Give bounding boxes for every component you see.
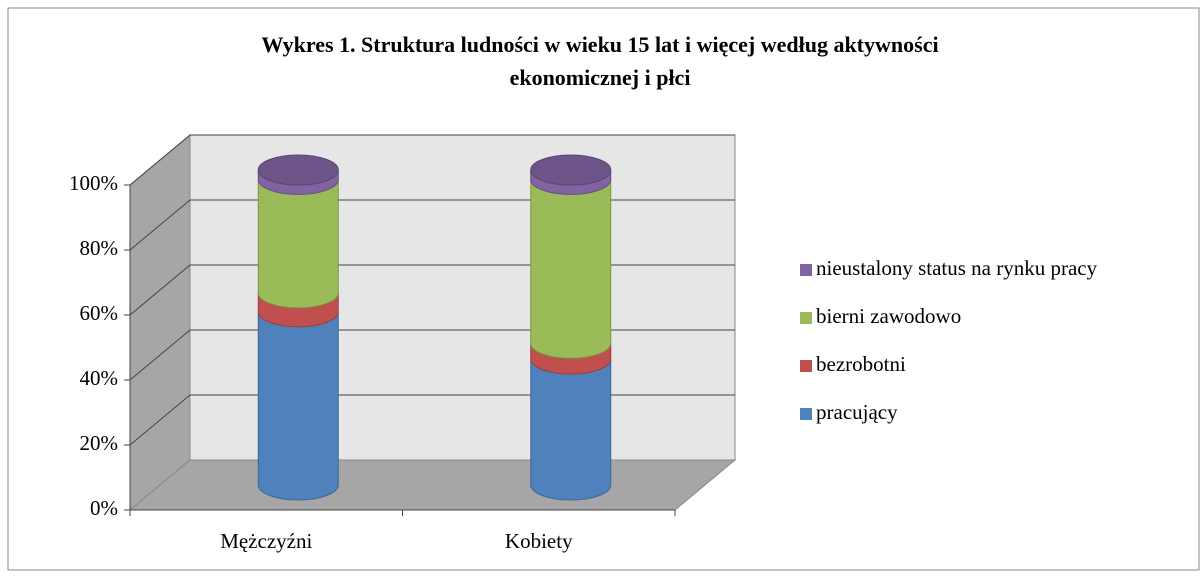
bar-segment <box>530 358 612 501</box>
legend-label: bezrobotni <box>816 352 906 376</box>
grid-line <box>129 134 191 186</box>
y-tick-label: 20% <box>80 431 119 455</box>
y-tick-label: 40% <box>80 366 119 390</box>
legend-swatch <box>800 360 812 372</box>
bar-cap <box>257 154 339 186</box>
legend-label: pracujący <box>816 400 898 424</box>
chart-title: Wykres 1. Struktura ludności w wieku 15 … <box>261 32 938 90</box>
legend-label: bierni zawodowo <box>816 304 961 328</box>
side-wall <box>129 133 191 512</box>
grid-line <box>129 394 191 446</box>
legend-swatch <box>800 408 812 420</box>
bar-segment <box>257 179 339 309</box>
y-tick-label: 80% <box>80 236 119 260</box>
bar-cap <box>530 154 612 186</box>
y-tick-label: 0% <box>90 496 118 520</box>
x-tick-label: Kobiety <box>505 529 573 553</box>
y-tick-label: 60% <box>80 301 119 325</box>
legend-label: nieustalony status na rynku pracy <box>816 256 1098 280</box>
legend-swatch <box>800 264 812 276</box>
floor <box>128 459 737 511</box>
bar-segment <box>257 311 339 501</box>
grid-line <box>129 264 191 316</box>
grid-line <box>129 199 191 251</box>
x-tick-label: Mężczyźni <box>220 529 312 553</box>
grid-line <box>129 329 191 381</box>
legend-swatch <box>800 312 812 324</box>
bar-segment <box>530 179 612 359</box>
y-tick-label: 100% <box>69 171 118 195</box>
